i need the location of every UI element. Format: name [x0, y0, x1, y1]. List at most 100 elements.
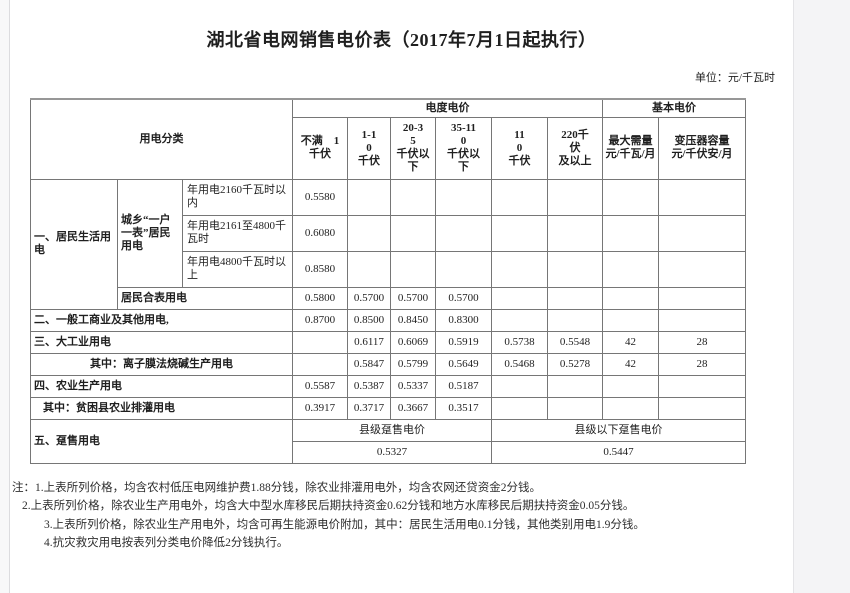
empty-cell	[547, 374, 603, 398]
header-row-groups: 用电分类 电度电价 基本电价	[30, 98, 746, 180]
value-cell: 0.5919	[435, 330, 492, 354]
price-table: 用电分类 电度电价 基本电价 不满 1 千伏 1-1 0 千伏 20-3 5 千…	[30, 98, 746, 464]
empty-cell	[390, 214, 436, 252]
value-cell: 42	[602, 352, 659, 376]
row-wholesale-values: 0.5327 0.5447	[31, 440, 746, 464]
empty-cell	[547, 286, 603, 310]
empty-cell	[435, 214, 492, 252]
col-header-110kv: 11 0 千伏	[491, 116, 548, 180]
label-chlor-alkali: 其中：离子膜法烧碱生产用电	[30, 352, 293, 376]
empty-cell	[602, 214, 659, 252]
empty-cell	[658, 214, 746, 252]
empty-cell	[602, 396, 659, 420]
empty-cell	[602, 178, 659, 216]
footnote-2: 2.上表所列价格，除农业生产用电外，均含大中型水库移民后期扶持资金0.62分钱和…	[22, 500, 635, 512]
value-cell: 0.5337	[390, 374, 436, 398]
empty-cell	[491, 396, 548, 420]
value-cell: 0.5799	[390, 352, 436, 376]
right-gutter	[793, 0, 850, 593]
label-tier3: 年用电4800千瓦时以上	[182, 250, 293, 288]
row-agriculture: 四、农业生产用电 0.5587 0.5387 0.5337 0.5187	[30, 374, 746, 398]
row-residential-tier1: 一、居民生活用电 城乡“一户一表”居民用电 年用电2160千瓦时以内 0.558…	[30, 178, 746, 310]
empty-cell	[547, 396, 603, 420]
value-cell: 0.5187	[435, 374, 492, 398]
value-cell: 0.5700	[347, 286, 391, 310]
value-cell: 0.5700	[435, 286, 492, 310]
col-group-basic-price: 基本电价	[602, 98, 746, 118]
label-large-industry: 三、大工业用电	[30, 330, 293, 354]
label-below-county-wholesale: 县级以下趸售电价	[491, 418, 746, 442]
value-cell: 0.5548	[547, 330, 603, 354]
document-page: 湖北省电网销售电价表（2017年7月1日起执行） 单位：元/千瓦时 用电分类 电…	[10, 0, 793, 593]
row-poor-irrigation: 其中：贫困县农业排灌用电 0.3917 0.3717 0.3667 0.3517	[30, 396, 746, 420]
empty-cell	[347, 250, 391, 288]
value-cell: 0.3917	[292, 396, 348, 420]
empty-cell	[491, 286, 548, 310]
label-residential: 一、居民生活用电	[30, 178, 118, 310]
value-cell: 0.5587	[292, 374, 348, 398]
col-group-energy-price: 电度电价	[292, 98, 603, 118]
row-wholesale-header: 五、趸售用电 县级趸售电价 县级以下趸售电价	[30, 418, 746, 464]
col-header-20-35kv: 20-3 5 千伏以 下	[390, 116, 436, 180]
empty-cell	[390, 178, 436, 216]
value-county-wholesale: 0.5327	[292, 440, 492, 464]
value-cell: 0.5649	[435, 352, 492, 376]
value-cell: 0.6117	[347, 330, 391, 354]
empty-cell	[602, 250, 659, 288]
label-agriculture: 四、农业生产用电	[30, 374, 293, 398]
value-cell: 0.8300	[435, 308, 492, 332]
empty-cell	[491, 308, 548, 332]
empty-cell	[491, 374, 548, 398]
value-cell: 0.5847	[347, 352, 391, 376]
empty-cell	[602, 286, 659, 310]
value-cell: 0.6080	[292, 214, 348, 252]
empty-cell	[658, 250, 746, 288]
label-combined-meter: 居民合表用电	[117, 286, 293, 310]
row-residential-combined: 居民合表用电 0.5800 0.5700 0.5700 0.5700	[31, 286, 746, 310]
value-cell: 0.5387	[347, 374, 391, 398]
value-cell: 0.3517	[435, 396, 492, 420]
label-wholesale: 五、趸售用电	[30, 418, 293, 464]
value-cell: 0.5468	[491, 352, 548, 376]
col-header-220kv-above: 220千 伏 及以上	[547, 116, 603, 180]
value-cell: 0.5800	[292, 286, 348, 310]
value-cell: 0.8450	[390, 308, 436, 332]
footnote-1: 注：1.上表所列价格，均含农村低压电网维护费1.88分钱，除农业排灌用电外，均含…	[12, 479, 793, 498]
value-cell: 0.5738	[491, 330, 548, 354]
empty-cell	[658, 308, 746, 332]
empty-cell	[347, 178, 391, 216]
header-row-columns: 不满 1 千伏 1-1 0 千伏 20-3 5 千伏以 下 35-11 0 千伏…	[31, 116, 746, 180]
footnote-prefix: 注：	[12, 481, 35, 494]
label-county-wholesale: 县级趸售电价	[292, 418, 492, 442]
label-poor-irrigation: 其中：贫困县农业排灌用电	[30, 396, 293, 420]
empty-cell	[491, 214, 548, 252]
empty-cell	[491, 250, 548, 288]
empty-cell	[292, 330, 348, 354]
empty-cell	[547, 308, 603, 332]
value-below-county-wholesale: 0.5447	[491, 440, 746, 464]
value-cell: 0.6069	[390, 330, 436, 354]
col-header-below-1kv: 不满 1 千伏	[292, 116, 348, 180]
value-cell: 0.8580	[292, 250, 348, 288]
empty-cell	[658, 396, 746, 420]
value-cell: 0.8500	[347, 308, 391, 332]
footnote-4: 4.抗灾救灾用电按表列分类电价降低2分钱执行。	[44, 537, 289, 549]
empty-cell	[602, 374, 659, 398]
col-header-max-demand: 最大需量 元/千瓦/月	[602, 116, 659, 180]
empty-cell	[491, 178, 548, 216]
empty-cell	[547, 178, 603, 216]
value-cell: 0.5580	[292, 178, 348, 216]
value-cell: 0.3717	[347, 396, 391, 420]
label-one-meter-residential: 城乡“一户一表”居民用电	[117, 178, 183, 288]
empty-cell	[658, 374, 746, 398]
value-cell: 0.5278	[547, 352, 603, 376]
empty-cell	[547, 250, 603, 288]
empty-cell	[658, 286, 746, 310]
value-cell: 28	[658, 352, 746, 376]
left-gutter	[0, 0, 10, 593]
empty-cell	[658, 178, 746, 216]
value-cell: 0.3667	[390, 396, 436, 420]
empty-cell	[390, 250, 436, 288]
row-residential-tier3: 年用电4800千瓦时以上 0.8580	[31, 250, 746, 288]
empty-cell	[602, 308, 659, 332]
